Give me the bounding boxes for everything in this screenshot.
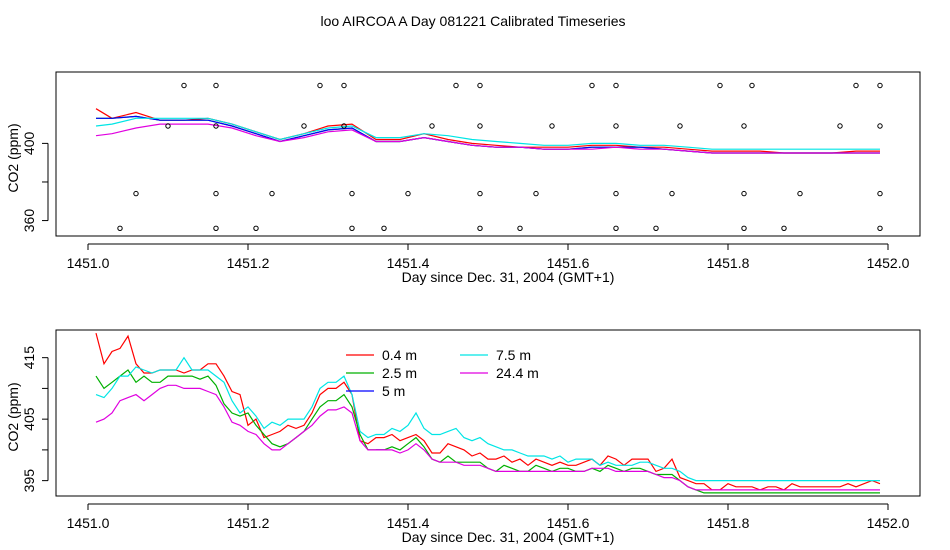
y-axis-label: CO2 (ppm)	[5, 123, 21, 192]
series-line-2-5-m	[95, 369, 880, 494]
plot-frame	[55, 71, 921, 237]
sample-marker	[165, 123, 171, 129]
sample-marker	[653, 225, 659, 232]
x-axis-label: Day since Dec. 31, 2004 (GMT+1)	[402, 529, 615, 545]
figure-title: loo AIRCOA A Day 081221 Calibrated Times…	[320, 13, 625, 29]
sample-marker	[781, 225, 787, 232]
sample-marker	[453, 82, 459, 89]
sample-marker	[517, 225, 523, 232]
sample-marker	[317, 82, 323, 89]
y-tick-label: 400	[21, 131, 37, 155]
legend-label-0-4-m: 0.4 m	[382, 347, 417, 363]
sample-marker	[341, 82, 347, 89]
x-tick-label: 1451.4	[387, 255, 430, 271]
sample-marker	[477, 123, 483, 129]
sample-marker	[117, 225, 123, 232]
sample-marker	[749, 82, 755, 89]
sample-marker	[349, 225, 355, 232]
sample-marker	[877, 123, 883, 129]
sample-marker	[213, 190, 219, 197]
sample-marker	[341, 123, 347, 129]
sample-marker	[741, 123, 747, 129]
sample-marker	[613, 82, 619, 89]
sample-marker	[213, 123, 219, 129]
sample-marker	[669, 190, 675, 197]
sample-marker	[253, 225, 259, 232]
series-line-24-4-m	[95, 384, 880, 491]
sample-marker	[589, 82, 595, 89]
series-line-5-m	[96, 115, 880, 154]
x-tick-label: 1451.2	[227, 515, 270, 531]
x-axis-label: Day since Dec. 31, 2004 (GMT+1)	[402, 269, 615, 285]
series-group	[95, 108, 880, 154]
sample-marker	[877, 225, 883, 232]
legend-label-2-5-m: 2.5 m	[382, 365, 417, 381]
series-line-7-5-m	[95, 117, 880, 150]
sample-marker	[877, 82, 883, 89]
sample-marker	[677, 123, 683, 129]
y-axis-label: CO2 (ppm)	[5, 382, 21, 451]
series-group	[95, 332, 881, 494]
sample-marker	[837, 123, 843, 129]
y-tick-label: 415	[21, 346, 37, 370]
sample-marker	[133, 190, 139, 197]
sample-marker	[301, 123, 307, 129]
sample-marker	[741, 225, 747, 232]
x-tick-label: 1452.0	[867, 255, 910, 271]
sample-marker	[741, 190, 747, 197]
x-tick-label: 1451.0	[67, 255, 110, 271]
plot-frame	[55, 329, 921, 497]
legend-label-24-4-m: 24.4 m	[496, 365, 539, 381]
legend-label-5-m: 5 m	[382, 383, 405, 399]
sample-marker	[181, 82, 187, 89]
sample-marker	[213, 82, 219, 89]
sample-marker	[477, 190, 483, 197]
y-tick-label: 405	[21, 407, 37, 431]
sample-marker	[429, 123, 435, 129]
sample-marker	[613, 225, 619, 232]
sample-marker	[477, 225, 483, 232]
x-tick-label: 1451.8	[707, 255, 750, 271]
series-line-0-4-m	[95, 332, 881, 491]
x-tick-label: 1452.0	[867, 515, 910, 531]
bottom-panel: 1451.0 1451.2 1451.4 1451.6 1451.8 1452.0 Day …	[5, 329, 921, 545]
sample-marker	[213, 225, 219, 232]
sample-marker	[269, 190, 275, 197]
sample-marker	[405, 190, 411, 197]
x-tick-label: 1451.8	[707, 515, 750, 531]
series-line-24-4-m	[95, 123, 880, 154]
sample-marker	[877, 190, 883, 197]
y-tick-label: 360	[21, 209, 37, 233]
x-tick-label: 1451.6	[547, 255, 590, 271]
sample-marker	[349, 190, 355, 197]
x-tick-label: 1451.4	[387, 515, 430, 531]
y-tick-label: 395	[21, 469, 37, 493]
x-tick-label: 1451.6	[547, 515, 590, 531]
top-panel: 1451.0 1451.2 1451.4 1451.6 1451.8 1452.0 Day …	[5, 71, 921, 285]
x-tick-label: 1451.0	[67, 515, 110, 531]
sample-marker	[613, 190, 619, 197]
series-line-7-5-m	[95, 356, 880, 482]
sample-marker	[477, 82, 483, 89]
sample-marker	[717, 82, 723, 89]
x-tick-label: 1451.2	[227, 255, 270, 271]
sample-marker	[797, 190, 803, 197]
sample-marker	[533, 190, 539, 197]
sample-marker	[381, 225, 387, 232]
sample-marker	[613, 123, 619, 129]
sample-marker	[549, 123, 555, 129]
legend-label-7-5-m: 7.5 m	[496, 347, 531, 363]
sample-marker	[853, 82, 859, 89]
